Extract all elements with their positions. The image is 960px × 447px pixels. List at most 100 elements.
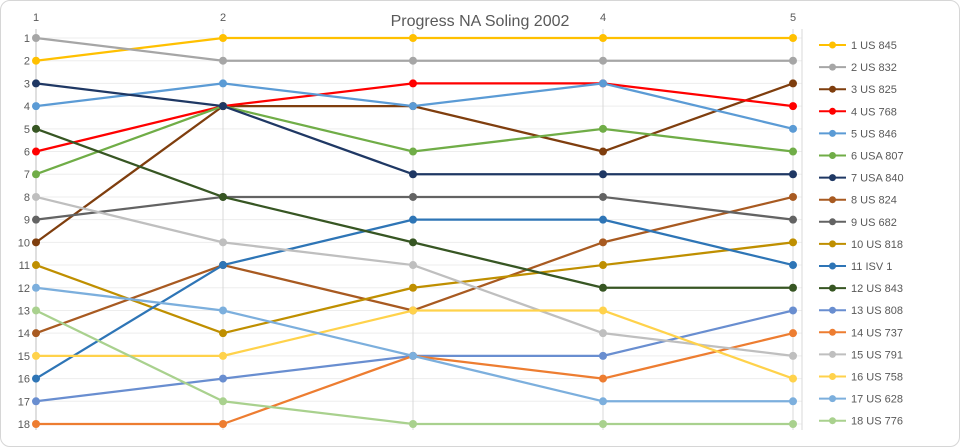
- legend-label: 3 US 825: [851, 84, 897, 96]
- legend-label: 9 US 682: [851, 217, 897, 229]
- series-15: [32, 192, 797, 360]
- series-5: [32, 79, 797, 133]
- legend-label: 11 ISV 1: [851, 261, 892, 273]
- data-point: [599, 420, 607, 428]
- series-line: [35, 104, 794, 176]
- legend-item: 2 US 832: [819, 62, 897, 74]
- data-point: [32, 420, 40, 428]
- series-7: [32, 79, 797, 179]
- legend-marker-dot: [829, 417, 836, 425]
- legend-marker-dot: [829, 350, 836, 358]
- data-point: [219, 329, 227, 338]
- legend-label: 7 USA 840: [851, 173, 904, 185]
- gridlines: [35, 29, 803, 430]
- data-point: [599, 34, 607, 42]
- legend-item: 13 US 808: [819, 305, 903, 317]
- legend-label: 18 US 776: [851, 416, 903, 428]
- y-tick-label: 2: [24, 56, 30, 68]
- legend-item: 5 US 846: [819, 128, 897, 140]
- data-point: [599, 56, 607, 65]
- data-point: [409, 351, 417, 360]
- y-tick-label: 4: [24, 101, 30, 113]
- series-9: [32, 192, 797, 224]
- legend-label: 6 USA 807: [851, 151, 904, 163]
- legend-item: 14 US 737: [819, 327, 903, 339]
- legend-marker-dot: [829, 63, 836, 71]
- data-point: [599, 374, 607, 383]
- data-point: [599, 238, 607, 247]
- data-point: [219, 238, 227, 247]
- series-16: [32, 306, 797, 383]
- series-18: [32, 306, 797, 428]
- legend-item: 4 US 768: [819, 106, 897, 118]
- legend-label: 17 US 628: [851, 394, 903, 406]
- data-point: [219, 261, 227, 270]
- data-point: [409, 261, 417, 270]
- legend-marker-dot: [829, 262, 836, 270]
- data-point: [409, 102, 417, 111]
- legend-marker-dot: [829, 328, 836, 336]
- y-tick-label: 10: [18, 237, 30, 249]
- y-tick-label: 9: [24, 215, 30, 227]
- data-point: [409, 283, 417, 292]
- data-point: [409, 34, 417, 42]
- data-point: [409, 170, 417, 179]
- data-point: [789, 192, 797, 201]
- legend-label: 1 US 845: [851, 40, 897, 52]
- legend-marker-dot: [829, 240, 836, 248]
- data-point: [219, 306, 227, 315]
- legend-marker-dot: [829, 85, 836, 93]
- data-point: [789, 374, 797, 383]
- data-point: [409, 56, 417, 65]
- y-tick-label: 14: [18, 328, 30, 340]
- data-point: [219, 351, 227, 360]
- data-point: [32, 192, 40, 201]
- legend-item: 18 US 776: [819, 416, 903, 428]
- data-point: [32, 102, 40, 111]
- data-point: [32, 351, 40, 360]
- data-point: [789, 420, 797, 428]
- legend-item: 8 US 824: [819, 195, 897, 207]
- data-point: [32, 79, 40, 88]
- data-point: [32, 374, 40, 383]
- legend-marker-dot: [829, 373, 836, 380]
- legend-label: 4 US 768: [851, 106, 897, 118]
- y-tick-label: 17: [18, 396, 30, 408]
- x-tick-label: 5: [790, 12, 796, 24]
- legend-label: 8 US 824: [851, 195, 897, 207]
- y-tick-label: 12: [18, 283, 30, 295]
- data-point: [599, 170, 607, 179]
- data-point: [409, 79, 417, 88]
- data-point: [219, 56, 227, 65]
- legend-item: 10 US 818: [819, 239, 903, 251]
- legend-label: 16 US 758: [851, 372, 903, 384]
- y-tick-label: 18: [18, 419, 30, 431]
- legend-item: 11 ISV 1: [819, 261, 892, 273]
- data-point: [599, 261, 607, 270]
- data-point: [789, 261, 797, 270]
- x-tick-label: 4: [600, 12, 606, 24]
- x-axis-labels: 1 2 4 5: [33, 12, 796, 24]
- legend-label: 13 US 808: [851, 305, 903, 317]
- data-point: [599, 329, 607, 338]
- legend-item: 9 US 682: [819, 217, 897, 229]
- legend-label: 2 US 832: [851, 62, 897, 74]
- data-point: [219, 420, 227, 428]
- data-point: [599, 192, 607, 201]
- data-point: [599, 306, 607, 315]
- legend-marker-dot: [829, 41, 836, 49]
- legend-label: 15 US 791: [851, 349, 903, 361]
- legend-item: 12 US 843: [819, 283, 903, 295]
- y-tick-label: 13: [18, 305, 30, 317]
- y-tick-label: 1: [24, 33, 30, 45]
- data-point: [409, 306, 417, 315]
- data-point: [599, 79, 607, 88]
- data-point: [599, 147, 607, 156]
- legend-item: 7 USA 840: [819, 173, 904, 185]
- data-point: [219, 397, 227, 406]
- legend-label: 14 US 737: [851, 327, 903, 339]
- data-point: [409, 215, 417, 224]
